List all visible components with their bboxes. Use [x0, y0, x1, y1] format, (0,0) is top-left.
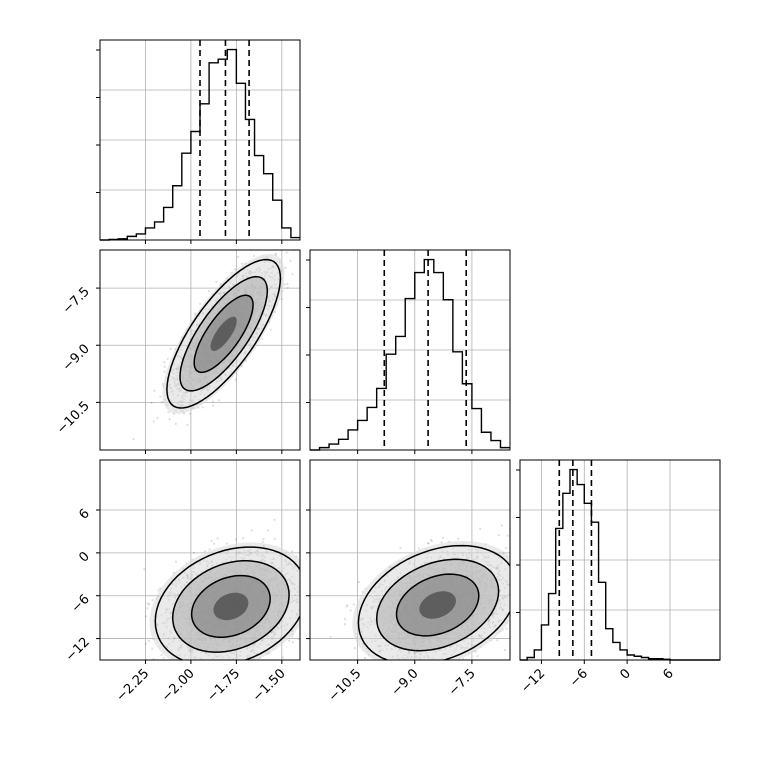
x-tick-label-p2-1: −6	[567, 666, 591, 690]
density-fill-3	[213, 592, 249, 621]
contour-line-0	[166, 258, 282, 409]
y-tick-label-p2-1: −6	[69, 592, 93, 616]
histogram-panel-2	[516, 459, 721, 661]
histogram-step-line	[310, 258, 510, 451]
contour-line-0	[357, 544, 510, 660]
y-tick-label-p2-0: −12	[63, 635, 93, 665]
panel-frame	[519, 459, 721, 661]
y-tick-label-p2-2: 0	[76, 549, 92, 565]
density-content	[132, 250, 295, 441]
y-tick-label-p1-1: −9.0	[60, 341, 93, 374]
contour-line-1	[179, 275, 269, 392]
density-content	[143, 518, 300, 660]
x-tick-label-p0-1: −2.00	[159, 666, 198, 705]
density-panel-0	[99, 249, 301, 451]
contour-line-0	[154, 546, 300, 660]
histogram-step-line	[100, 48, 300, 241]
contour-line-1	[171, 560, 290, 653]
density-content	[329, 524, 510, 660]
panel-frame	[99, 39, 301, 241]
x-tick-label-p0-2: −1.75	[204, 666, 243, 705]
y-tick-label-p1-0: −10.5	[54, 399, 93, 438]
density-fill-3	[419, 591, 456, 619]
x-tick-label-p0-0: −2.25	[114, 666, 153, 705]
panel-frame	[309, 249, 511, 451]
y-tick-label-p2-3: 6	[76, 506, 92, 522]
histogram-step-line	[520, 468, 720, 661]
contour-line-2	[395, 573, 480, 637]
contour-line-2	[193, 294, 254, 374]
histogram-panel-0	[96, 39, 301, 241]
panel-frame	[99, 459, 301, 661]
density-panel-1	[99, 459, 301, 661]
panel-frame	[99, 249, 301, 451]
histogram-panel-1	[306, 249, 511, 451]
x-tick-label-p2-3: 6	[660, 666, 676, 682]
x-tick-label-p1-2: −7.5	[446, 666, 479, 699]
density-panel-2	[309, 459, 511, 661]
y-tick-label-p1-2: −7.5	[60, 284, 93, 317]
panel-frame	[309, 459, 511, 661]
contour-line-1	[375, 558, 500, 652]
x-tick-label-p2-2: 0	[618, 666, 634, 682]
x-tick-label-p2-0: −12	[518, 666, 548, 696]
x-tick-label-p1-0: −10.5	[326, 666, 365, 705]
x-tick-label-p0-3: −1.50	[250, 666, 289, 705]
density-fill-3	[210, 316, 237, 351]
x-tick-label-p1-1: −9.0	[389, 666, 422, 699]
contour-line-2	[190, 574, 271, 639]
